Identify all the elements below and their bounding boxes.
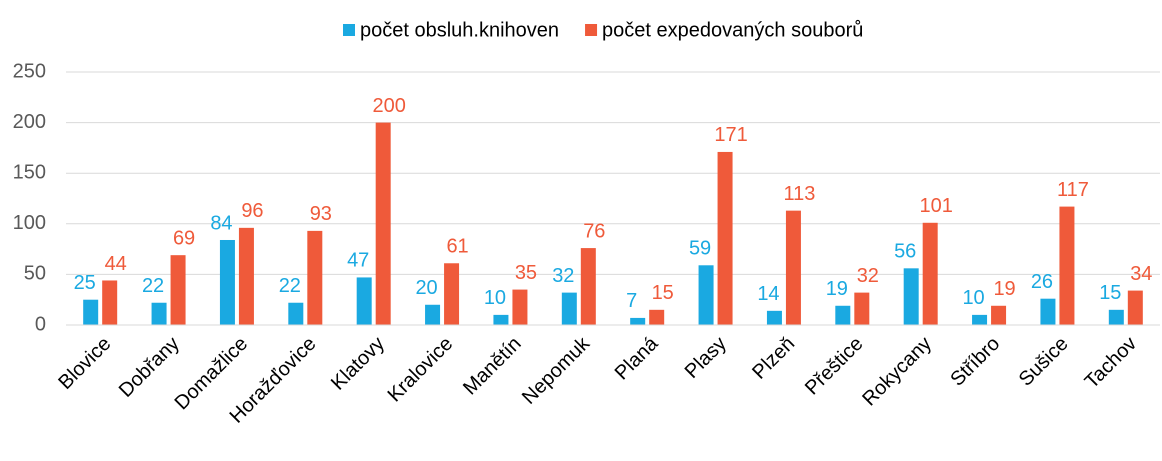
bar [630, 317, 646, 325]
bar [698, 265, 714, 325]
data-label: 22 [279, 275, 301, 297]
data-label: 61 [446, 236, 468, 258]
bar [922, 222, 938, 325]
bar [717, 151, 733, 325]
y-tick-label: 0 [35, 313, 46, 335]
bar [307, 230, 323, 325]
data-label: 47 [347, 250, 369, 272]
x-tick-label: Klatovy [327, 333, 389, 395]
data-label: 34 [1130, 263, 1152, 285]
bar [170, 255, 186, 325]
bar [444, 263, 460, 325]
data-label: 96 [241, 200, 263, 222]
x-tick-label: Blovice [54, 333, 115, 394]
bar [375, 122, 391, 325]
data-label: 113 [783, 183, 815, 205]
bar [972, 314, 988, 325]
data-label: 10 [484, 287, 506, 309]
bar [854, 292, 870, 325]
x-tick-label: Planá [611, 332, 663, 384]
data-label: 76 [583, 220, 605, 242]
y-tick-label: 250 [13, 60, 46, 82]
bar [1108, 309, 1124, 325]
y-tick-label: 200 [13, 111, 46, 133]
bar [580, 248, 596, 325]
bar [288, 302, 304, 325]
data-label: 7 [626, 290, 637, 312]
data-label: 200 [373, 95, 406, 117]
x-tick-label: Sušice [1015, 333, 1073, 391]
data-label: 59 [689, 238, 711, 260]
data-label: 19 [993, 278, 1015, 300]
legend-label: počet expedovaných souborů [602, 19, 863, 41]
bar [785, 210, 801, 325]
bar [356, 277, 372, 325]
bar [238, 227, 254, 325]
bar [766, 310, 782, 325]
data-label: 117 [1057, 179, 1089, 201]
bar [561, 292, 577, 325]
x-tick-label: Plzeň [748, 333, 799, 384]
bar [1059, 206, 1075, 325]
data-label: 15 [652, 282, 674, 304]
y-tick-label: 50 [24, 263, 46, 285]
data-label: 93 [310, 203, 332, 225]
bar [991, 305, 1007, 325]
data-label: 69 [173, 227, 195, 249]
data-label: 19 [826, 278, 848, 300]
x-tick-label: Nepomuk [518, 332, 595, 409]
x-tick-label: Tachov [1081, 333, 1141, 393]
data-label: 22 [142, 275, 164, 297]
data-label: 26 [1031, 271, 1053, 293]
data-label: 14 [757, 283, 779, 305]
data-label: 20 [415, 277, 437, 299]
data-label: 171 [714, 124, 747, 146]
data-label: 10 [962, 287, 984, 309]
x-tick-label: Plasy [681, 333, 731, 383]
x-tick-label: Kralovice [384, 333, 458, 407]
x-tick-label: Přeštice [801, 333, 868, 400]
bar [903, 268, 919, 325]
x-tick-label: Dobřany [115, 333, 184, 402]
bar [425, 304, 441, 325]
data-label: 84 [210, 212, 232, 234]
data-label: 32 [857, 265, 879, 287]
x-tick-label: Rokycany [858, 333, 936, 411]
bar [219, 239, 235, 325]
legend-swatch [585, 24, 598, 36]
data-label: 32 [552, 265, 574, 287]
data-label: 25 [74, 272, 96, 294]
x-tick-label: Manětín [459, 333, 526, 400]
y-tick-label: 150 [13, 161, 46, 183]
data-label: 44 [105, 253, 127, 275]
legend-label: počet obsluh.knihoven [360, 19, 559, 41]
bar [102, 280, 118, 325]
bar [151, 302, 167, 325]
bar [83, 299, 99, 325]
legend-swatch [343, 24, 355, 36]
bar [493, 314, 509, 325]
x-tick-label: Stříbro [946, 333, 1004, 391]
data-label: 35 [515, 262, 537, 284]
y-tick-label: 100 [13, 212, 46, 234]
bar [512, 289, 528, 325]
bar [1127, 290, 1143, 325]
bar [649, 309, 665, 325]
bar [835, 305, 851, 325]
data-label: 56 [894, 241, 916, 263]
data-label: 101 [920, 195, 953, 217]
data-label: 15 [1099, 282, 1121, 304]
bar [1040, 298, 1056, 325]
